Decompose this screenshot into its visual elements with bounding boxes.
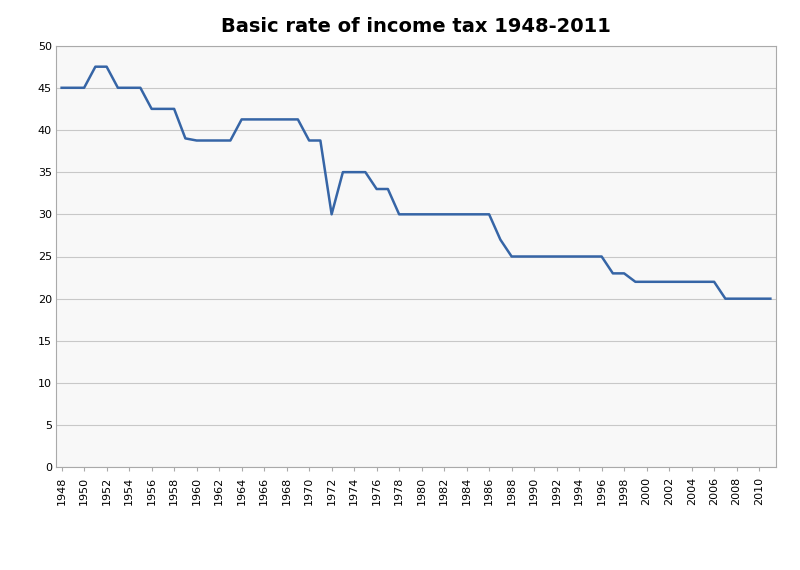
Title: Basic rate of income tax 1948-2011: Basic rate of income tax 1948-2011 — [221, 17, 611, 36]
